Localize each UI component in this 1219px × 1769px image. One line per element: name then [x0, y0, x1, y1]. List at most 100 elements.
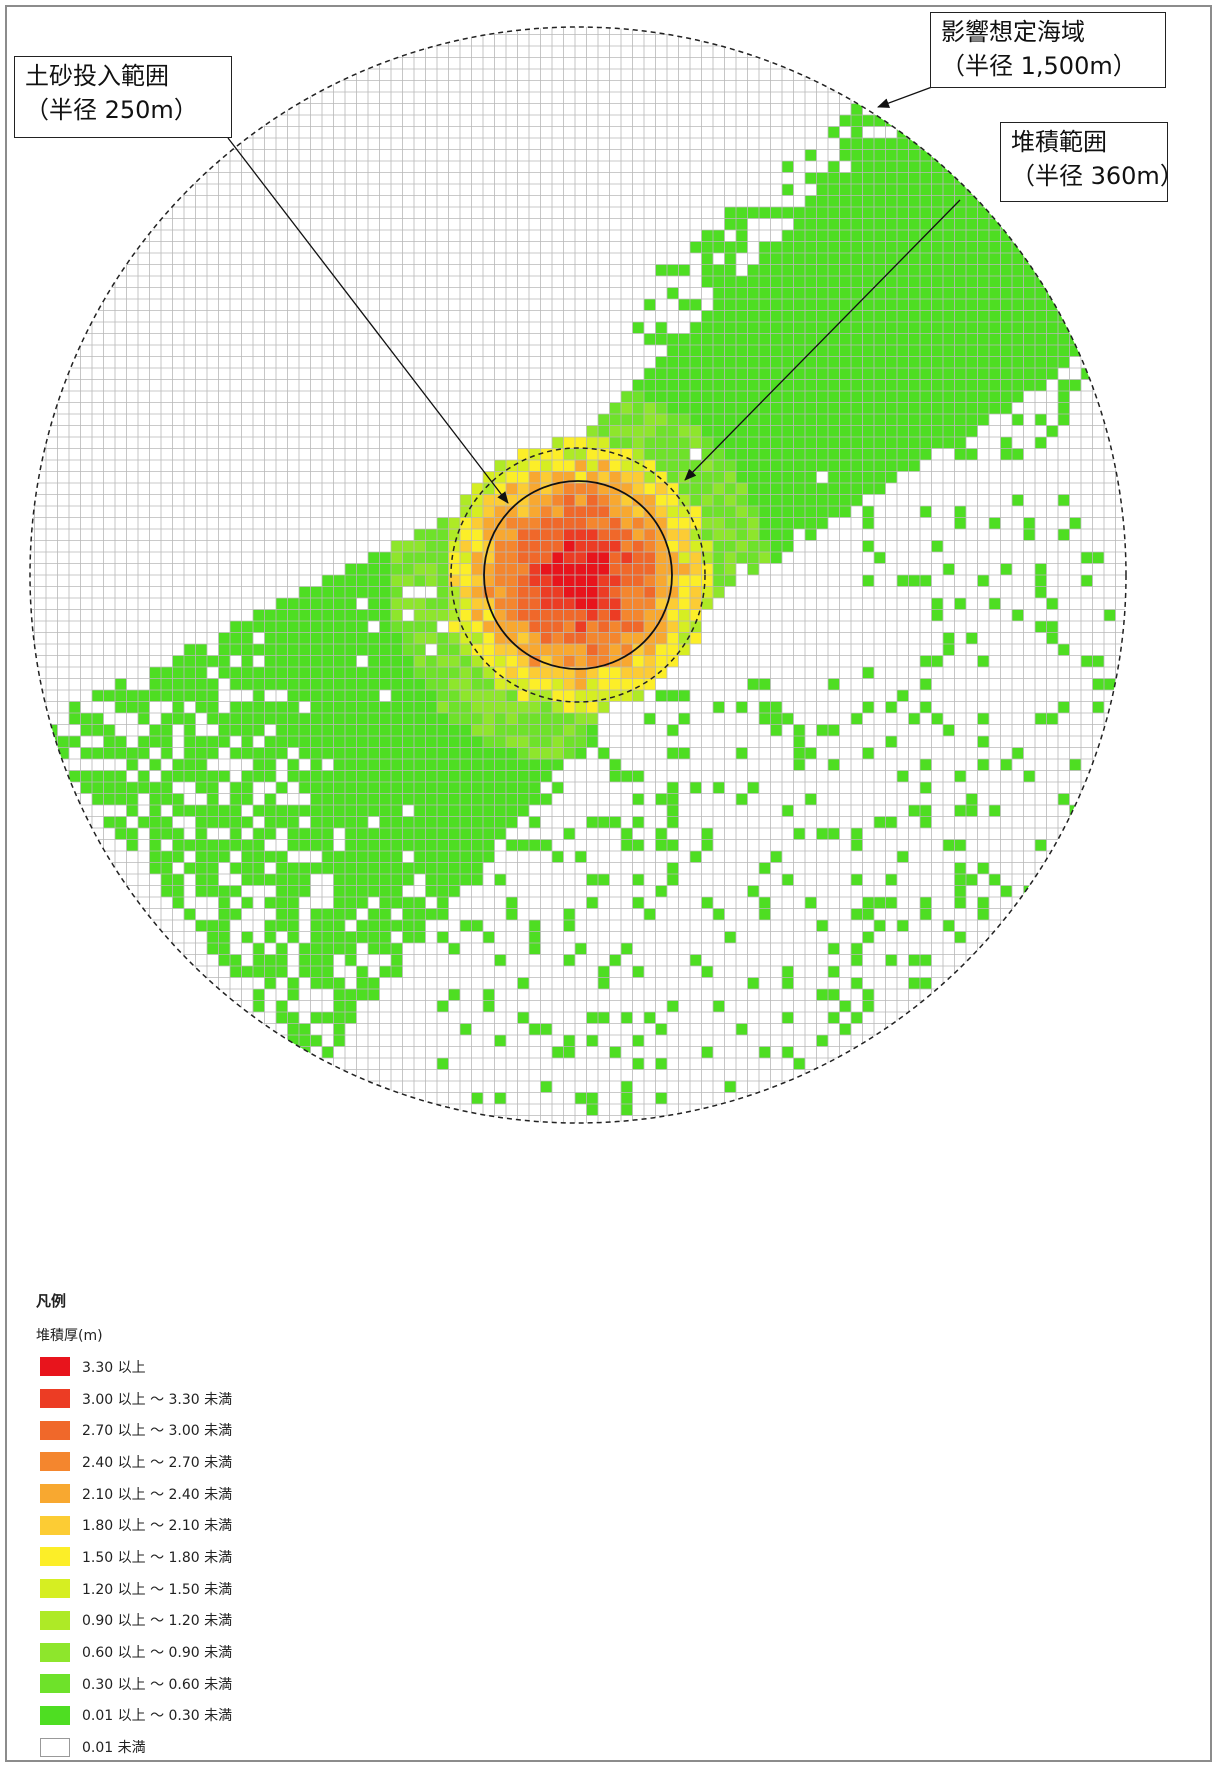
grid-cell: [701, 391, 713, 403]
grid-cell: [552, 655, 564, 667]
grid-cell: [736, 793, 748, 805]
grid-cell: [552, 759, 564, 771]
grid-cell: [471, 655, 483, 667]
grid-cell: [897, 437, 909, 449]
grid-cell: [989, 402, 1001, 414]
grid-cell: [425, 563, 437, 575]
grid-cell: [701, 310, 713, 322]
grid-cell: [862, 195, 874, 207]
grid-cell: [609, 586, 621, 598]
grid-cell: [747, 678, 759, 690]
grid-cell: [839, 230, 851, 242]
grid-cell: [552, 621, 564, 633]
grid-cell: [759, 241, 771, 253]
grid-cell: [805, 299, 817, 311]
grid-cell: [598, 977, 610, 989]
grid-cell: [1035, 310, 1047, 322]
grid-cell: [586, 667, 598, 679]
grid-cell: [506, 609, 518, 621]
grid-cell: [529, 471, 541, 483]
grid-cell: [874, 345, 886, 357]
grid-cell: [506, 724, 518, 736]
grid-cell: [678, 517, 690, 529]
grid-cell: [184, 724, 196, 736]
grid-cell: [943, 368, 955, 380]
grid-cell: [264, 701, 276, 713]
grid-cell: [644, 299, 656, 311]
grid-cell: [598, 701, 610, 713]
grid-cell: [747, 356, 759, 368]
grid-cell: [954, 839, 966, 851]
grid-cell: [759, 552, 771, 564]
grid-cell: [828, 195, 840, 207]
grid-cell: [885, 356, 897, 368]
grid-cell: [529, 552, 541, 564]
grid-cell: [885, 218, 897, 230]
grid-cell: [230, 966, 242, 978]
grid-cell: [954, 874, 966, 886]
grid-cell: [943, 920, 955, 932]
legend-label: 0.01 以上 ～ 0.30 未満: [82, 1708, 233, 1725]
grid-cell: [471, 690, 483, 702]
grid-cell: [1069, 759, 1081, 771]
grid-cell: [253, 759, 265, 771]
grid-cell: [828, 287, 840, 299]
grid-cell: [126, 805, 138, 817]
grid-cell: [368, 609, 380, 621]
grid-cell: [782, 207, 794, 219]
grid-cell: [552, 552, 564, 564]
grid-cell: [310, 954, 322, 966]
grid-cell: [506, 540, 518, 552]
grid-cell: [230, 632, 242, 644]
grid-cell: [805, 276, 817, 288]
grid-cell: [920, 345, 932, 357]
grid-cell: [333, 851, 345, 863]
grid-cell: [494, 1035, 506, 1047]
grid-cell: [632, 563, 644, 575]
grid-cell: [885, 736, 897, 748]
grid-cell: [448, 655, 460, 667]
grid-cell: [908, 218, 920, 230]
grid-cell: [989, 517, 1001, 529]
grid-cell: [1092, 678, 1104, 690]
grid-cell: [517, 632, 529, 644]
grid-cell: [471, 609, 483, 621]
grid-cell: [701, 575, 713, 587]
grid-cell: [322, 977, 334, 989]
grid-cell: [759, 448, 771, 460]
grid-cell: [690, 609, 702, 621]
grid-cell: [805, 287, 817, 299]
grid-cell: [862, 448, 874, 460]
grid-cell: [609, 506, 621, 518]
grid-cell: [782, 448, 794, 460]
grid-cell: [1046, 299, 1058, 311]
grid-cell: [805, 529, 817, 541]
grid-cell: [379, 770, 391, 782]
grid-cell: [782, 506, 794, 518]
grid-cell: [793, 287, 805, 299]
grid-cell: [529, 770, 541, 782]
grid-cell: [529, 667, 541, 679]
grid-cell: [782, 241, 794, 253]
grid-cell: [609, 621, 621, 633]
grid-cell: [391, 609, 403, 621]
grid-cell: [506, 563, 518, 575]
grid-cell: [805, 517, 817, 529]
grid-cell: [770, 402, 782, 414]
grid-cell: [793, 448, 805, 460]
grid-cell: [218, 644, 230, 656]
grid-cell: [218, 713, 230, 725]
grid-cell: [1000, 437, 1012, 449]
grid-cell: [977, 241, 989, 253]
grid-cell: [241, 621, 253, 633]
grid-cell: [897, 690, 909, 702]
grid-cell: [805, 425, 817, 437]
grid-cell: [667, 793, 679, 805]
grid-cell: [563, 747, 575, 759]
grid-cell: [598, 460, 610, 472]
legend-item: 2.40 以上 ～ 2.70 未満: [36, 1446, 232, 1478]
grid-cell: [437, 793, 449, 805]
grid-cell: [816, 920, 828, 932]
grid-cell: [471, 782, 483, 794]
grid-cell: [690, 517, 702, 529]
